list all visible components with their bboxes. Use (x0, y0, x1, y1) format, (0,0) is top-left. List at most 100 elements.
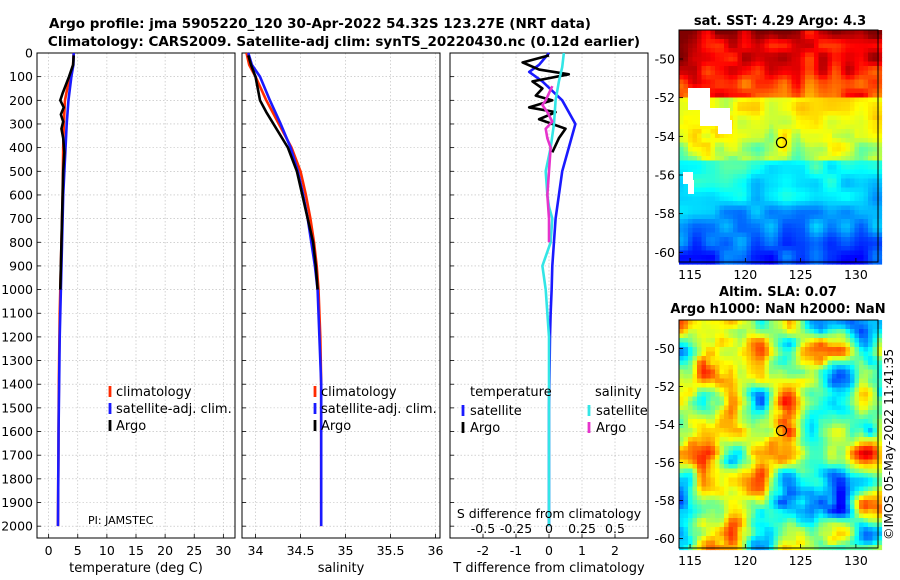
map-cell (841, 374, 847, 380)
map-cell (791, 522, 797, 528)
map-cell (868, 459, 874, 465)
map-cell (845, 320, 851, 326)
map-cell (737, 124, 743, 130)
map-cell (683, 52, 689, 58)
map-cell (832, 401, 838, 407)
map-cell (841, 120, 847, 126)
map-cell (845, 419, 851, 425)
map-cell (814, 441, 820, 447)
map-cell (805, 228, 811, 234)
map-cell (818, 178, 824, 184)
map-cell (863, 405, 869, 411)
map-cell (688, 351, 694, 357)
map-cell (814, 124, 820, 130)
map-cell (782, 246, 788, 252)
map-cell (719, 88, 725, 94)
map-cell (778, 57, 784, 63)
map-cell (832, 482, 838, 488)
map-cell (854, 178, 860, 184)
map-cell (863, 196, 869, 202)
map-cell (697, 241, 703, 247)
map-cell (710, 223, 716, 229)
map-cell (733, 477, 739, 483)
map-cell (701, 84, 707, 90)
map-cell (832, 133, 838, 139)
map-cell (850, 536, 856, 542)
map-cell (823, 518, 829, 524)
map-cell (751, 536, 757, 542)
map-cell (773, 329, 779, 335)
map-cell (773, 34, 779, 40)
map-cell (706, 57, 712, 63)
map-cell (823, 527, 829, 533)
map-cell (719, 57, 725, 63)
map-cell (841, 223, 847, 229)
map-cell (872, 437, 878, 443)
map-cell (778, 115, 784, 121)
map-cell (814, 111, 820, 117)
map-cell (715, 468, 721, 474)
map-cell (769, 165, 775, 171)
map-cell (737, 201, 743, 207)
map-cell (719, 214, 725, 220)
map-cell (769, 219, 775, 225)
map-cell (728, 405, 734, 411)
map-cell (724, 527, 730, 533)
map-cell (769, 387, 775, 393)
map-cell (796, 57, 802, 63)
map-cell (805, 246, 811, 252)
map-cell (751, 160, 757, 166)
map-cell (773, 387, 779, 393)
sla-map-title2: Argo h1000: NaN h2000: NaN (670, 302, 885, 317)
map-cell (760, 338, 766, 344)
map-cell (773, 57, 779, 63)
map-cell (791, 401, 797, 407)
map-cell (796, 52, 802, 58)
map-cell (845, 374, 851, 380)
map-cell (751, 374, 757, 380)
map-cell (809, 414, 815, 420)
map-cell (827, 57, 833, 63)
map-cell (800, 223, 806, 229)
map-cell (782, 223, 788, 229)
map-cell (683, 455, 689, 461)
map-cell (733, 441, 739, 447)
map-cell (818, 536, 824, 542)
map-cell (845, 120, 851, 126)
map-cell (782, 531, 788, 537)
map-cell (755, 401, 761, 407)
map-cell (782, 468, 788, 474)
map-cell (814, 540, 820, 546)
map-cell (733, 102, 739, 108)
map-cell (814, 531, 820, 537)
map-cell (706, 540, 712, 546)
map-cell (778, 540, 784, 546)
map-cell (818, 347, 824, 353)
map-cell (746, 97, 752, 103)
map-cell (854, 464, 860, 470)
map-cell (769, 205, 775, 211)
map-cell (854, 482, 860, 488)
map-cell (706, 401, 712, 407)
map-cell (859, 138, 865, 144)
map-cell (877, 477, 883, 483)
map-cell (778, 491, 784, 497)
map-cell (791, 70, 797, 76)
map-cell (836, 369, 842, 375)
map-cell (773, 61, 779, 67)
map-cell (814, 66, 820, 72)
map-cell (715, 237, 721, 243)
map-cell (764, 531, 770, 537)
map-cell (769, 482, 775, 488)
map-cell (719, 464, 725, 470)
map-cell (796, 196, 802, 202)
map-cell (805, 540, 811, 546)
map-cell (679, 88, 685, 94)
map-cell (841, 527, 847, 533)
map-cell (692, 187, 698, 193)
map-cell (868, 518, 874, 524)
map-cell (796, 477, 802, 483)
map-cell (755, 111, 761, 117)
map-cell (742, 392, 748, 398)
map-cell (746, 414, 752, 420)
